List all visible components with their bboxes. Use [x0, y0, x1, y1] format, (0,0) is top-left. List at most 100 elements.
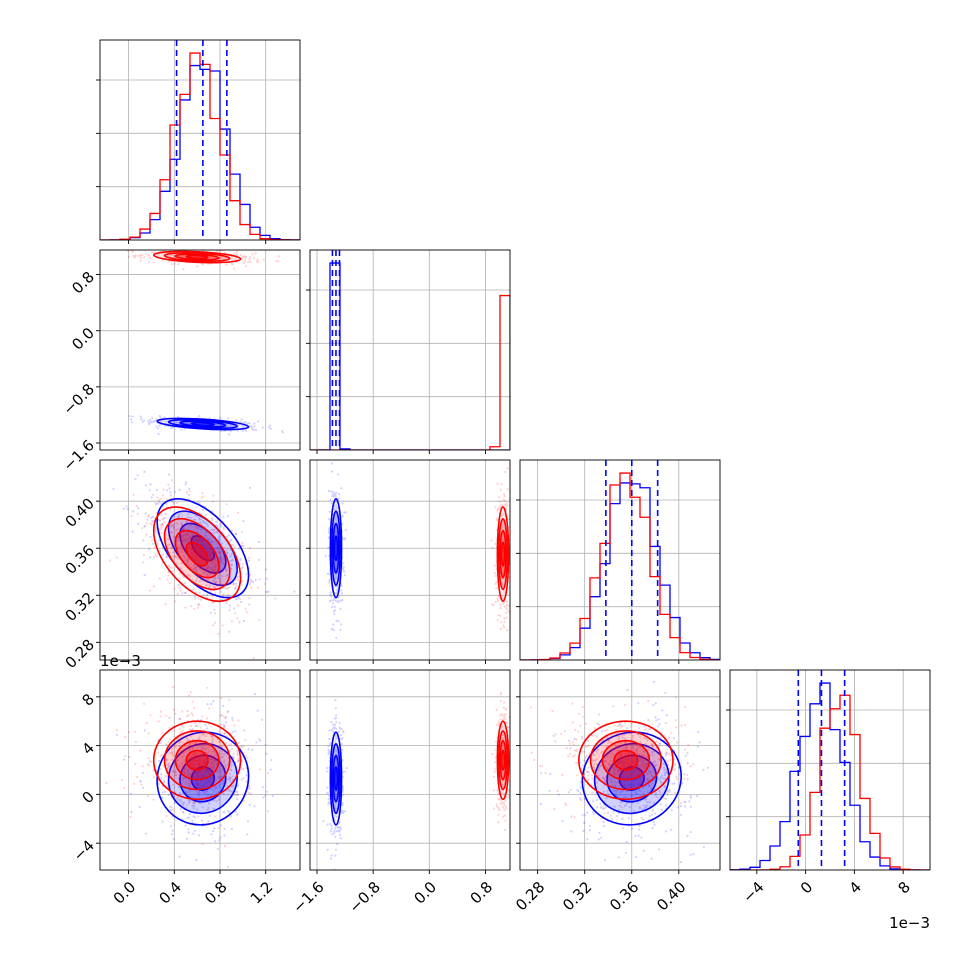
- y-tick-label: 0.8: [68, 268, 98, 298]
- contour-0: [329, 731, 343, 826]
- contour-0: [333, 535, 339, 562]
- panel-3-1: [310, 670, 510, 870]
- contour-0: [581, 731, 682, 826]
- contour-0: [179, 420, 227, 428]
- x-tick-label: 4: [846, 878, 865, 897]
- contour-1: [497, 518, 508, 591]
- contour-1: [152, 720, 242, 801]
- panel-3-3: [730, 670, 930, 870]
- contour-0: [179, 754, 227, 803]
- contour-1: [174, 253, 220, 261]
- histogram-0: [100, 64, 300, 240]
- contour-1: [496, 506, 510, 602]
- contour-1: [496, 720, 510, 801]
- density-fill-1: [175, 740, 219, 780]
- x-tick-label: 8: [894, 878, 913, 897]
- contour-1: [185, 541, 209, 567]
- density-fill-1: [164, 730, 230, 790]
- x-tick-label: 0.4: [155, 878, 185, 908]
- contour-1: [500, 749, 506, 771]
- panel-2-0: [100, 460, 300, 660]
- x-tick-label: 0.8: [201, 878, 231, 908]
- panel-frame: [519, 459, 721, 661]
- panel-frame: [729, 669, 931, 871]
- contour-0: [167, 419, 238, 430]
- y-tick-label: 8: [79, 690, 98, 709]
- contour-0: [329, 498, 343, 599]
- density-fill-0: [333, 523, 339, 573]
- scatter-points-1: [108, 479, 277, 660]
- histogram-1: [520, 472, 720, 660]
- density-fill-1: [500, 740, 506, 780]
- histogram-0: [310, 262, 510, 450]
- contour-1: [589, 730, 662, 791]
- contour-1: [152, 506, 242, 602]
- panel-2-2: [520, 460, 720, 660]
- x-offset-label: 1e−3: [889, 914, 930, 932]
- panel-frame: [309, 459, 511, 661]
- x-tick-label: 0.0: [410, 878, 440, 908]
- contour-0: [330, 510, 341, 587]
- panel-frame: [99, 249, 301, 451]
- contour-1: [163, 252, 231, 263]
- y-tick-label: 0.36: [62, 542, 98, 578]
- contour-1: [601, 739, 651, 781]
- density-fill-1: [614, 750, 638, 770]
- panel-frame: [99, 459, 301, 661]
- panel-1-1: [310, 250, 510, 450]
- contour-1: [499, 529, 507, 579]
- x-tick-label: 0.8: [467, 878, 497, 908]
- x-tick-label: 0: [797, 878, 816, 897]
- histogram-0: [520, 482, 720, 660]
- density-fill-0: [333, 755, 339, 802]
- panel-0-0: [100, 40, 300, 240]
- contour-0: [332, 754, 340, 803]
- contour-0: [156, 417, 250, 431]
- contour-1: [174, 739, 220, 781]
- contour-1: [174, 529, 220, 579]
- contour-1: [163, 730, 231, 791]
- y-tick-label: 0.32: [62, 589, 98, 625]
- contour-0: [156, 731, 250, 826]
- panel-2-1: [310, 460, 510, 660]
- panel-1-0: [100, 250, 300, 450]
- density-fill-1: [500, 530, 506, 578]
- density-fill-1: [186, 750, 208, 770]
- y-tick-label: 0.0: [68, 324, 98, 354]
- panel-3-2: [520, 670, 720, 870]
- contour-0: [332, 522, 340, 574]
- y-tick-label: −4: [70, 836, 98, 864]
- panel-frame: [309, 669, 511, 871]
- panel-frame: [309, 249, 511, 451]
- contour-1: [497, 730, 508, 791]
- panel-frame: [99, 669, 301, 871]
- contour-1: [185, 254, 209, 260]
- x-tick-label: −1.6: [289, 878, 327, 916]
- density-fill-1: [590, 730, 662, 790]
- contour-0: [190, 766, 216, 791]
- panel-frame: [99, 39, 301, 241]
- x-tick-label: 0.28: [512, 878, 548, 914]
- contour-0: [606, 754, 658, 803]
- histogram-1: [100, 52, 300, 240]
- contour-0: [333, 766, 339, 791]
- x-tick-label: 0.36: [606, 878, 642, 914]
- contour-1: [499, 739, 507, 781]
- histogram-1: [730, 694, 930, 870]
- x-tick-label: −0.8: [345, 878, 383, 916]
- x-tick-label: 0.0: [110, 878, 140, 908]
- density-fill-1: [602, 740, 650, 780]
- y-tick-label: 0.40: [62, 494, 98, 530]
- panel-3-0: [100, 670, 300, 870]
- contour-1: [152, 250, 242, 264]
- panel-frame: [519, 669, 721, 871]
- x-tick-label: 0.32: [559, 878, 595, 914]
- y-offset-label: 1e−3: [100, 652, 141, 670]
- y-tick-label: 0: [79, 788, 98, 807]
- y-tick-label: 4: [79, 739, 98, 758]
- contour-1: [163, 518, 231, 591]
- x-tick-label: 1.2: [247, 878, 277, 908]
- x-tick-label: −4: [739, 878, 767, 906]
- y-tick-label: 0.28: [62, 636, 98, 672]
